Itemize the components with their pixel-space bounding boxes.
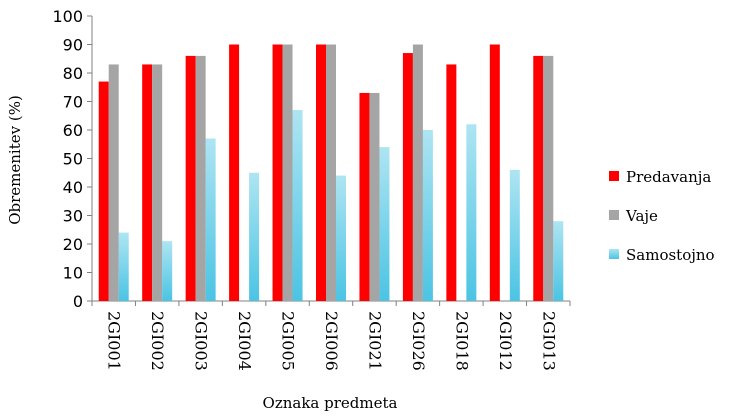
bar bbox=[272, 44, 283, 301]
bar bbox=[509, 169, 520, 301]
bar bbox=[369, 92, 380, 301]
bar bbox=[195, 55, 206, 302]
x-tick-label: 2GI004 bbox=[235, 311, 254, 371]
bar bbox=[98, 81, 109, 301]
bar bbox=[118, 232, 129, 301]
bar bbox=[249, 172, 260, 301]
bar bbox=[205, 138, 216, 301]
y-tick-label: 10 bbox=[63, 264, 83, 283]
y-tick-label: 80 bbox=[63, 64, 83, 83]
bar bbox=[326, 44, 336, 301]
y-tick-label: 70 bbox=[63, 93, 83, 112]
y-tick-label: 40 bbox=[63, 178, 83, 197]
bar bbox=[422, 130, 433, 301]
bar bbox=[108, 64, 119, 301]
bar bbox=[543, 55, 554, 302]
y-tick-label: 0 bbox=[73, 292, 83, 311]
x-tick-label: 2GI021 bbox=[365, 311, 384, 371]
y-tick-label: 30 bbox=[63, 207, 83, 226]
legend-label: Samostojno bbox=[626, 246, 715, 264]
bar bbox=[553, 221, 564, 301]
x-tick-label: 2GI013 bbox=[539, 311, 558, 371]
x-tick-label: 2GI018 bbox=[452, 311, 471, 371]
bar bbox=[533, 55, 544, 302]
x-tick-label: 2GI012 bbox=[496, 311, 515, 371]
x-axis-label: Oznaka predmeta bbox=[263, 394, 398, 412]
bar bbox=[316, 44, 326, 301]
bar bbox=[412, 44, 423, 301]
bar bbox=[379, 147, 390, 301]
bar bbox=[446, 64, 457, 301]
y-tick-label: 90 bbox=[63, 36, 83, 55]
y-tick-label: 60 bbox=[63, 121, 83, 140]
bar bbox=[359, 92, 370, 301]
bar bbox=[282, 44, 293, 301]
y-tick-label: 20 bbox=[63, 235, 83, 254]
bar bbox=[466, 124, 477, 301]
legend-label: Vaje bbox=[625, 207, 658, 225]
y-tick-label: 50 bbox=[63, 150, 83, 169]
x-tick-label: 2GI001 bbox=[105, 311, 124, 371]
legend-swatch bbox=[609, 210, 619, 220]
x-tick-label: 2GI003 bbox=[192, 311, 211, 371]
x-tick-label: 2GI002 bbox=[148, 311, 167, 371]
x-tick-label: 2GI026 bbox=[409, 311, 428, 371]
bar bbox=[162, 241, 173, 301]
bar bbox=[142, 64, 153, 301]
x-tick-label: 2GI005 bbox=[279, 311, 298, 371]
bar bbox=[229, 44, 240, 301]
bar bbox=[152, 64, 163, 301]
legend-label: Predavanja bbox=[626, 168, 711, 186]
legend-swatch bbox=[609, 249, 619, 259]
bar bbox=[402, 53, 413, 301]
bar bbox=[336, 175, 346, 301]
x-tick-label: 2GI006 bbox=[322, 311, 341, 371]
bar bbox=[489, 44, 500, 301]
y-tick-label: 100 bbox=[52, 7, 83, 26]
y-axis-label: Obremenitev (%) bbox=[6, 95, 24, 225]
bar bbox=[185, 55, 196, 302]
legend-swatch bbox=[609, 171, 619, 181]
bar bbox=[292, 110, 303, 301]
